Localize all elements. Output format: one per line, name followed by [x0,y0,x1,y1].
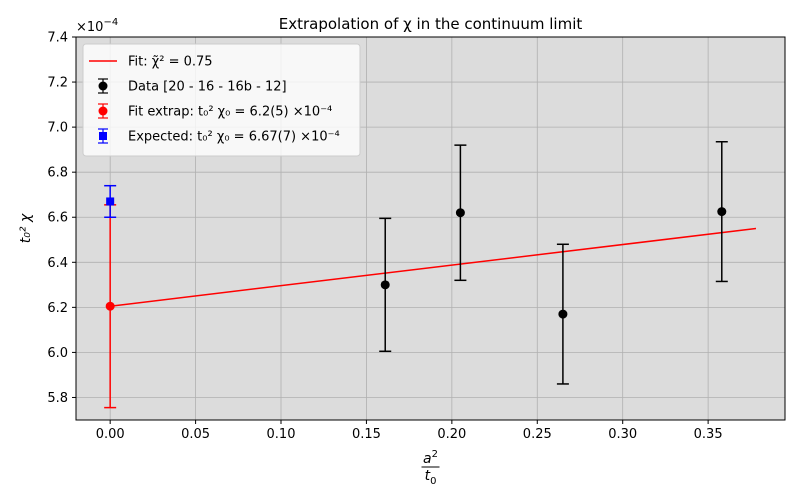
data-point-group [556,243,569,385]
x-tick-label: 0.05 [181,427,210,442]
data-point-group [454,144,467,282]
x-tick-label: 0.25 [523,427,552,442]
plot-frame [75,36,786,421]
legend-label: Data [20 - 16 - 16b - 12] [128,80,287,95]
expected-point [106,197,115,206]
y-tick-label: 7.0 [47,121,68,136]
x-label-t: t [425,468,431,484]
legend-marker-swatch [98,106,108,116]
data-point-group [715,141,728,283]
y-tick-label: 7.4 [47,31,68,46]
x-axis: 0.00 0.05 0.10 0.15 0.20 0.25 0.30 0.35 [96,420,723,442]
legend-extrap: Fit extrap: t₀² χ₀ = 6.2(5) ×10⁻⁴ [98,103,332,120]
x-tick-label: 0.20 [437,427,466,442]
series-group [104,141,728,409]
y-axis-label: t₀² χ [18,213,34,243]
y-tick-label: 7.2 [47,76,68,91]
legend-data: Data [20 - 16 - 16b - 12] [98,78,287,95]
y-axis: 5.8 6.0 6.2 6.4 6.6 6.8 7.0 7.2 7.4 [47,31,76,406]
data-point [380,280,390,290]
y-offset-base: ×10 [76,20,103,35]
data-point-group [379,217,392,353]
legend-label: Fit extrap: t₀² χ₀ = 6.2(5) ×10⁻⁴ [128,105,332,120]
x-tick-label: 0.35 [694,427,723,442]
x-axis-label: a2 t0 [421,449,440,487]
extrap-point [105,301,115,311]
y-tick-label: 6.2 [47,301,68,316]
data-point [558,309,568,319]
legend-label: Fit: χ̃² = 0.75 [128,55,213,70]
y-tick-label: 6.0 [47,346,68,361]
x-tick-label: 0.10 [267,427,296,442]
legend-expected: Expected: t₀² χ₀ = 6.67(7) ×10⁻⁴ [98,128,340,145]
y-tick-label: 6.8 [47,166,68,181]
legend-box [82,43,361,157]
x-tick-label: 0.00 [96,427,125,442]
x-tick-label: 0.15 [352,427,381,442]
y-tick-label: 5.8 [47,391,68,406]
y-tick-label: 6.4 [47,256,68,271]
legend: Fit: χ̃² = 0.75 Data [20 - 16 - 16b - 12]… [82,43,361,157]
x-label-denominator: t0 [425,468,437,487]
data-point [455,208,465,218]
x-label-sub: 0 [430,476,436,487]
legend-fit: Fit: χ̃² = 0.75 [89,55,213,70]
y-offset-text: ×10−4 [76,17,118,35]
x-label-a: a [423,451,432,467]
data-point [717,207,727,217]
legend-label: Expected: t₀² χ₀ = 6.67(7) ×10⁻⁴ [128,130,340,145]
x-label-sup: 2 [432,449,438,460]
expected-point-group [104,184,117,218]
x-tick-label: 0.30 [608,427,637,442]
y-offset-exponent: −4 [103,17,118,28]
x-label-numerator: a2 [423,449,438,467]
legend-marker-swatch [98,81,108,91]
fit-line [110,227,757,307]
legend-marker-swatch [99,132,107,140]
chart-title: Extrapolation of χ in the continuum limi… [279,15,583,33]
fit-line-group [110,227,757,307]
y-tick-label: 6.6 [47,211,68,226]
